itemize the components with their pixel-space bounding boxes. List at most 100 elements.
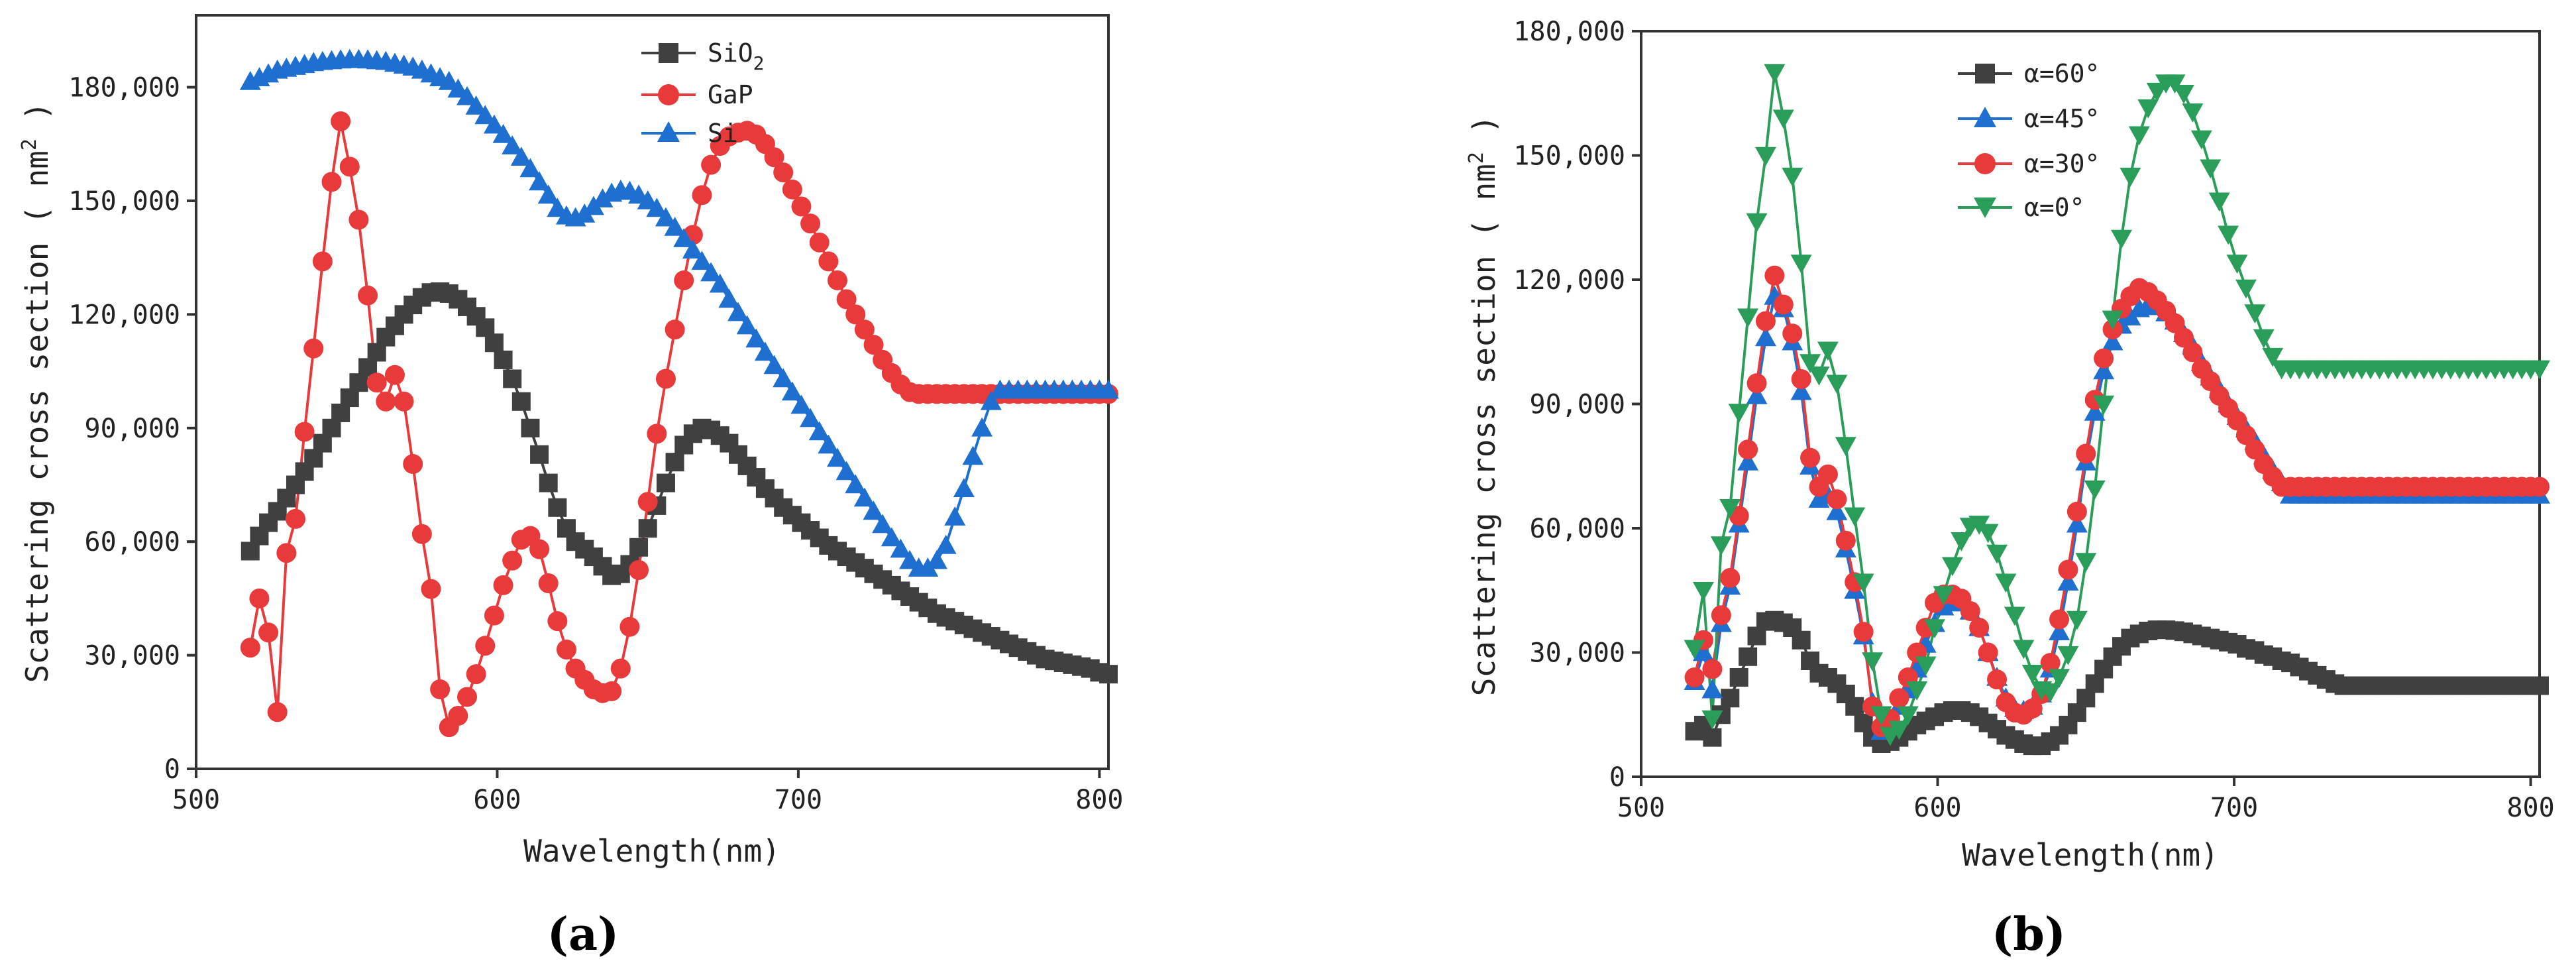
data-point-0	[1888, 720, 1910, 740]
data-point-si	[872, 514, 894, 534]
data-point-gap	[448, 706, 468, 726]
data-point-gap	[800, 213, 821, 234]
y-tick-label: 0	[164, 754, 180, 785]
data-point-sio2	[629, 538, 649, 557]
data-point-si	[935, 534, 957, 554]
data-point-0	[2110, 229, 2132, 249]
data-point-si	[673, 228, 695, 247]
data-point-gap	[376, 391, 396, 412]
legend-label-alpha-30: α=30°	[2024, 149, 2100, 178]
data-point-0	[1826, 374, 1848, 394]
legend-label-alpha-60: α=60°	[2024, 59, 2100, 88]
data-point-si	[845, 474, 867, 494]
data-point-0	[1870, 706, 1892, 726]
data-point-si	[483, 114, 505, 134]
data-point-gap	[303, 338, 324, 359]
data-point-gap	[493, 575, 513, 595]
data-point-gap	[502, 550, 523, 571]
data-point-45	[1692, 642, 1714, 661]
data-point-30	[2173, 327, 2194, 348]
data-point-gap	[665, 319, 685, 340]
data-point-45	[1790, 380, 1812, 400]
data-point-si	[863, 500, 885, 520]
data-point-0	[1764, 64, 1786, 84]
data-point-30	[1960, 601, 1980, 621]
data-point-si	[853, 487, 875, 507]
data-point-0	[1817, 341, 1839, 361]
data-point-0	[1808, 366, 1830, 386]
panel-label-a: (a)	[547, 908, 619, 961]
data-point-gap	[692, 185, 712, 205]
data-point-si	[655, 207, 676, 227]
legend-label-sio2-sub: 2	[753, 52, 765, 74]
data-point-si	[456, 86, 478, 105]
data-point-si	[808, 421, 830, 441]
data-point-45	[1701, 679, 1723, 699]
legend-item-alpha-0: α=0°	[1958, 193, 2085, 222]
data-point-si	[826, 447, 848, 467]
y-tick-label: 0	[1609, 762, 1625, 793]
data-point-0	[2004, 606, 2025, 626]
data-point-0	[2128, 126, 2150, 146]
legend-item-alpha-30: α=30°	[1958, 149, 2100, 178]
data-point-si	[926, 549, 947, 569]
data-point-si	[646, 198, 668, 217]
data-point-0	[2057, 646, 2079, 665]
data-point-si	[529, 171, 551, 191]
data-point-si	[718, 288, 740, 308]
y-tick-label: 30,000	[85, 641, 181, 671]
data-point-gap	[294, 422, 315, 442]
x-tick-label: 700	[2210, 793, 2258, 823]
data-point-0	[2218, 225, 2239, 245]
data-point-60	[1845, 697, 1864, 716]
data-point-30	[1791, 369, 1811, 389]
data-point-30	[1720, 568, 1741, 588]
y-tick-label: 120,000	[1513, 265, 1625, 296]
data-point-sio2	[521, 418, 540, 437]
data-point-0	[1737, 308, 1759, 328]
data-point-si	[754, 341, 776, 361]
data-point-si	[818, 434, 839, 454]
data-point-gap	[384, 365, 405, 385]
data-point-30	[1702, 659, 1723, 679]
data-point-0	[2120, 167, 2141, 187]
data-point-si	[971, 417, 993, 437]
data-point-si	[1098, 379, 1119, 399]
data-point-0	[1772, 109, 1794, 129]
data-point-60	[2530, 676, 2549, 695]
y-tick-label: 90,000	[1530, 390, 1626, 420]
data-point-30	[2235, 425, 2256, 445]
data-point-gap	[529, 539, 550, 559]
y-axis-label: Scattering cross section ( nm2 )	[18, 102, 55, 683]
legend-marker-alpha-30	[1974, 153, 1996, 174]
data-point-30	[2066, 502, 2087, 522]
data-point-0	[1746, 213, 1768, 233]
data-point-30	[1987, 669, 2008, 690]
data-point-si	[881, 527, 902, 547]
data-point-30	[2245, 439, 2265, 460]
y-tick-label: 60,000	[1530, 514, 1626, 544]
series-markers	[239, 48, 1119, 738]
data-point-si	[962, 445, 984, 465]
y-tick-label: 120,000	[68, 300, 180, 330]
data-point-0	[2244, 304, 2266, 323]
legend-marker-si	[657, 121, 680, 142]
data-point-0	[2235, 279, 2257, 299]
data-point-0	[1719, 498, 1741, 518]
legend-label-gap: GaP	[708, 80, 753, 109]
data-point-30	[1782, 323, 1803, 344]
data-point-30	[2200, 371, 2221, 392]
data-point-gap	[466, 664, 486, 685]
data-point-gap	[475, 636, 496, 656]
legend: SiO2 GaP Si	[641, 38, 765, 148]
data-point-gap	[637, 492, 658, 512]
data-point-30	[2094, 348, 2114, 369]
data-point-0	[2021, 664, 2043, 684]
data-point-si	[709, 273, 731, 293]
data-point-0	[2137, 99, 2159, 119]
legend-marker-alpha-0	[1974, 198, 1996, 218]
data-point-gap	[276, 543, 297, 563]
data-point-0	[2182, 103, 2204, 123]
data-point-sio2	[656, 473, 675, 492]
data-point-0	[2146, 82, 2168, 102]
